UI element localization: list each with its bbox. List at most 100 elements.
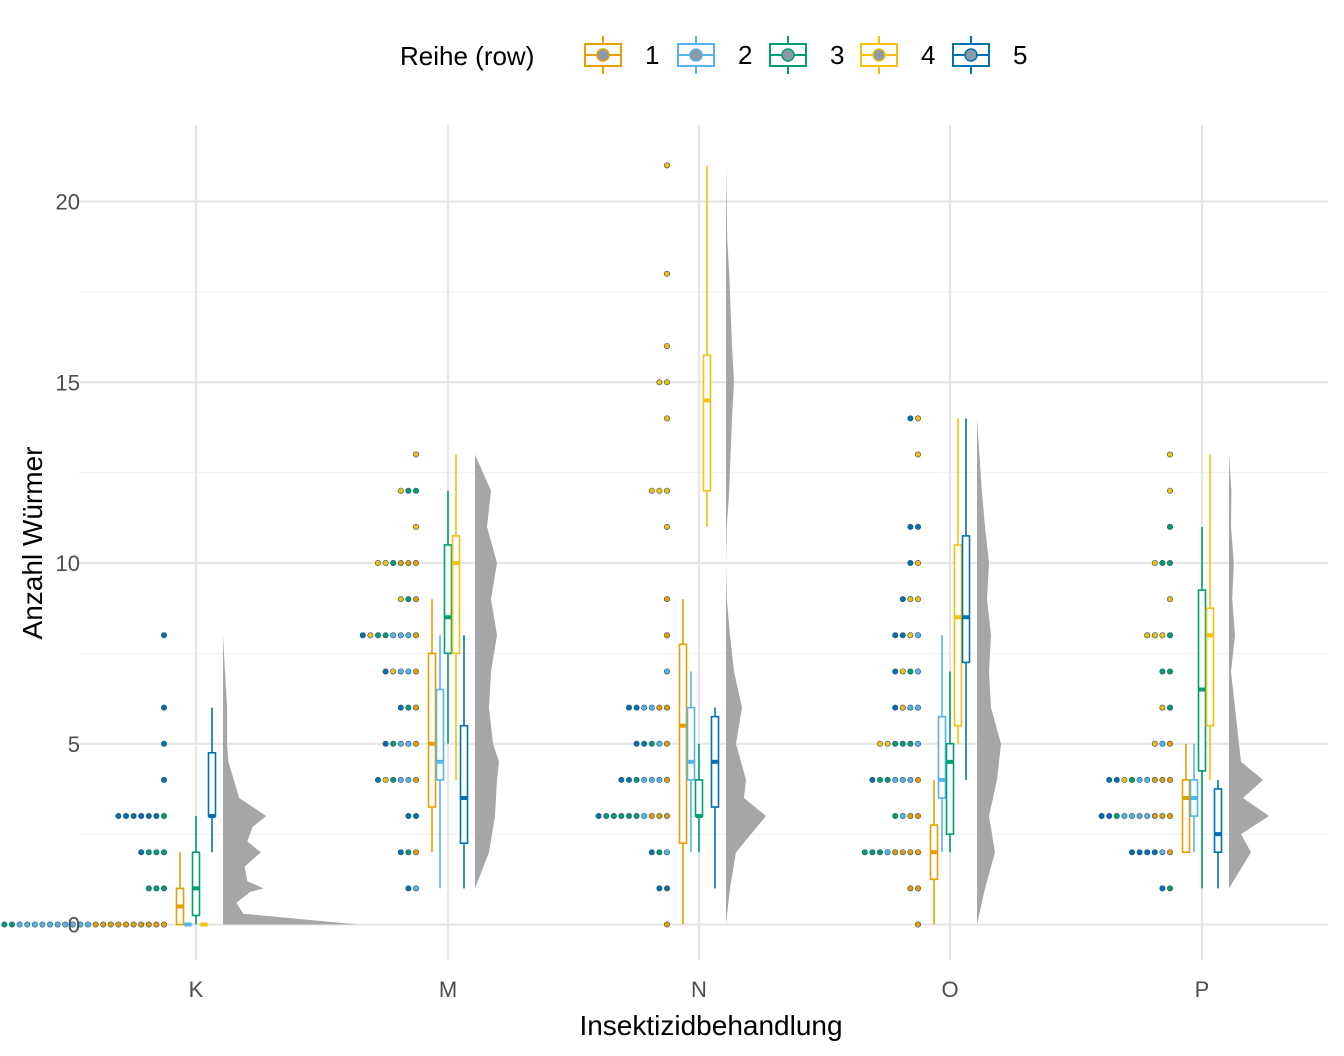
data-point	[412, 885, 419, 892]
data-point	[899, 776, 906, 783]
data-point	[161, 776, 168, 783]
data-point	[161, 704, 168, 711]
data-point	[153, 813, 160, 820]
data-point	[77, 921, 84, 928]
data-point	[62, 921, 69, 928]
data-point	[1159, 813, 1166, 820]
data-point	[892, 668, 899, 675]
data-point	[1167, 885, 1174, 892]
x-tick-label: K	[189, 977, 204, 1002]
data-point	[595, 813, 602, 820]
boxplot-box	[694, 779, 704, 817]
data-point	[1167, 704, 1174, 711]
data-point	[1144, 776, 1151, 783]
data-point	[899, 668, 906, 675]
boxplot	[702, 165, 712, 527]
data-point	[382, 740, 389, 747]
data-point	[641, 704, 648, 711]
boxplot-box	[1205, 607, 1215, 727]
data-point	[405, 632, 412, 639]
data-point	[625, 704, 632, 711]
data-point	[405, 776, 412, 783]
boxplot-median	[711, 759, 719, 764]
data-point	[1113, 813, 1120, 820]
data-point	[9, 921, 16, 928]
boxplot-median	[460, 795, 468, 800]
boxplot-median	[184, 922, 192, 927]
data-point	[892, 813, 899, 820]
data-point	[412, 632, 419, 639]
x-tick-label: O	[941, 977, 958, 1002]
data-point	[914, 559, 921, 566]
y-tick-label: 20	[56, 190, 80, 215]
data-point	[1151, 740, 1158, 747]
boxplot-box	[443, 544, 453, 655]
data-point	[390, 668, 397, 675]
legend-label: 3	[830, 40, 844, 70]
boxplot	[191, 816, 201, 925]
boxplot-box	[435, 688, 445, 781]
boxplot-box	[702, 354, 712, 492]
data-point	[390, 740, 397, 747]
data-point	[1167, 668, 1174, 675]
data-point	[899, 849, 906, 856]
data-point	[382, 632, 389, 639]
data-point	[412, 523, 419, 530]
data-point	[46, 921, 53, 928]
boxplot-median	[954, 615, 962, 620]
data-point	[899, 632, 906, 639]
data-point	[138, 813, 145, 820]
data-point	[663, 343, 670, 350]
data-point	[907, 704, 914, 711]
data-point	[1167, 632, 1174, 639]
data-point	[914, 523, 921, 530]
data-point	[876, 849, 883, 856]
data-point	[663, 849, 670, 856]
boxplot	[953, 418, 963, 744]
x-tick-label: P	[1195, 977, 1210, 1002]
data-point	[656, 776, 663, 783]
data-point	[115, 813, 122, 820]
boxplot-median	[679, 723, 687, 728]
data-point	[1106, 813, 1113, 820]
boxplots	[175, 165, 1223, 927]
legend-label: 4	[921, 40, 935, 70]
boxplot	[686, 671, 696, 853]
data-point	[382, 559, 389, 566]
data-point	[405, 849, 412, 856]
data-point	[892, 849, 899, 856]
data-point	[374, 776, 381, 783]
data-point	[1167, 776, 1174, 783]
boxplot-box	[686, 706, 696, 781]
data-point	[914, 776, 921, 783]
boxplot-box	[1213, 788, 1223, 854]
boxplot	[1213, 779, 1223, 889]
data-point	[153, 921, 160, 928]
boxplot	[961, 418, 971, 780]
data-point	[92, 921, 99, 928]
data-point	[1151, 632, 1158, 639]
boxplot	[678, 599, 688, 925]
data-point	[145, 921, 152, 928]
data-point	[1129, 813, 1136, 820]
x-axis-title: Insektizidbehandlung	[579, 1010, 842, 1041]
data-point	[161, 849, 168, 856]
data-point	[618, 813, 625, 820]
data-point	[876, 776, 883, 783]
data-point	[412, 596, 419, 603]
density-cloud	[223, 635, 358, 925]
data-point	[1144, 813, 1151, 820]
data-point	[1136, 849, 1143, 856]
data-point	[24, 921, 31, 928]
data-point	[412, 451, 419, 458]
data-point	[663, 523, 670, 530]
legend-label: 2	[738, 40, 752, 70]
boxplot	[175, 852, 185, 926]
data-point	[412, 704, 419, 711]
data-point	[161, 921, 168, 928]
data-point	[390, 776, 397, 783]
data-point	[899, 704, 906, 711]
data-point	[907, 813, 914, 820]
x-tick-label: N	[691, 977, 707, 1002]
